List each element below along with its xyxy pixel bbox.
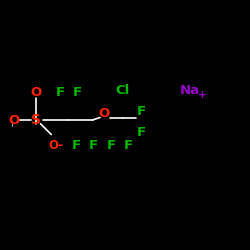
- Text: F: F: [137, 105, 146, 118]
- Text: F: F: [89, 139, 98, 152]
- Text: O: O: [8, 114, 20, 126]
- Text: F: F: [107, 139, 116, 152]
- Text: F: F: [137, 126, 146, 139]
- Text: O: O: [30, 86, 42, 99]
- Text: F: F: [124, 139, 133, 152]
- Text: O: O: [98, 107, 110, 120]
- Text: S: S: [31, 113, 41, 127]
- Text: F: F: [72, 139, 81, 152]
- Text: F: F: [56, 86, 64, 99]
- Text: O-: O-: [49, 139, 64, 152]
- Text: Cl: Cl: [116, 84, 130, 96]
- Text: F: F: [73, 86, 82, 99]
- Text: +: +: [198, 90, 206, 101]
- Text: Na: Na: [180, 84, 200, 96]
